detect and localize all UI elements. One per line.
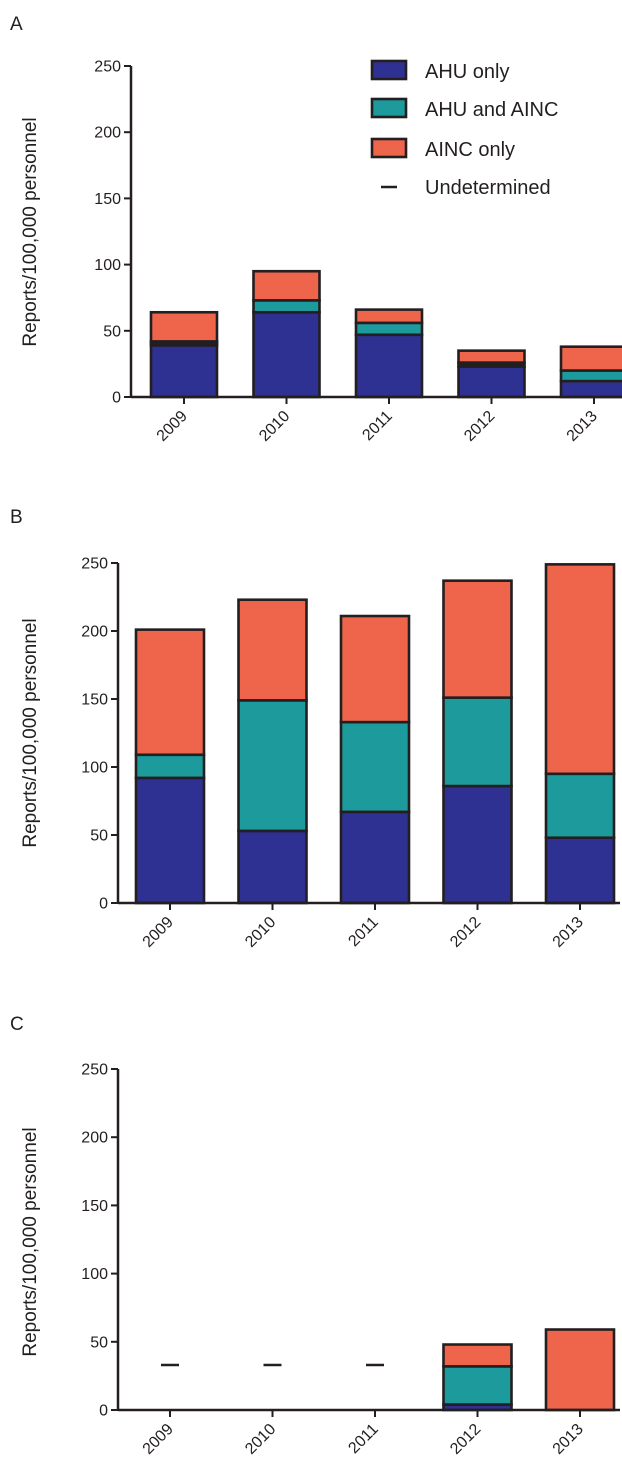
legend-swatch-ainc-only bbox=[370, 137, 408, 159]
panel-c-x-tick-label-2012: 2012 bbox=[447, 1421, 484, 1458]
panel-a-x-tick-label-2009: 2009 bbox=[154, 408, 191, 445]
panel-a-bar-2013-ahu-and-ainc bbox=[559, 369, 622, 383]
panel-a-y-tick-label-150: 150 bbox=[94, 191, 121, 208]
panel-b-bar-2010-ahu-only bbox=[237, 829, 308, 905]
panel-c-y-tick-label-200: 200 bbox=[81, 1130, 108, 1147]
panel-a-bar-2011-ahu-only bbox=[354, 333, 424, 399]
panel-a-x-tick-label-2012: 2012 bbox=[461, 408, 498, 445]
legend-item-ahu-and-ainc: AHU and AINC bbox=[370, 97, 558, 121]
panel-b-bar-2009-ahu-and-ainc bbox=[134, 753, 206, 780]
panel-c-bar-2012-ahu-and-ainc bbox=[442, 1365, 513, 1406]
panel-c-x-tick-label-2011: 2011 bbox=[345, 1421, 381, 1457]
panel-a-bar-2011-ahu-and-ainc bbox=[354, 321, 424, 337]
panel-b-bar-2013-ainc-only bbox=[544, 563, 616, 776]
legend-item-ainc-only: AINC only bbox=[370, 137, 515, 161]
panel-c-y-tick-label-150: 150 bbox=[81, 1198, 108, 1215]
panel-b-y-tick-label-0: 0 bbox=[99, 896, 108, 913]
legend-swatch-ahu-and-ainc bbox=[370, 97, 408, 119]
panel-c-bar-2013-ainc-only bbox=[544, 1328, 616, 1412]
panel-c-x-tick-label-2013: 2013 bbox=[550, 1421, 587, 1458]
panel-a: A Reports/100,000 personnel 2009 2010 2011… bbox=[10, 14, 622, 445]
panel-a-bar-2010-ainc-only bbox=[252, 269, 321, 302]
panel-b-bar-2011-ainc-only bbox=[339, 614, 411, 724]
legend: AHU only AHU and AINC AINC only Undeterm… bbox=[370, 59, 558, 199]
panel-a-y-tick-label-200: 200 bbox=[94, 125, 121, 142]
panel-c: C Reports/100,000 personnel 2009 2010 2011… bbox=[10, 1014, 620, 1458]
panel-b-y-tick-label-150: 150 bbox=[81, 692, 108, 709]
panel-a-bar-2013-ahu-only bbox=[559, 379, 622, 399]
panel-c-x-tick-label-2010: 2010 bbox=[242, 1421, 279, 1458]
panel-a-y-tick-label-50: 50 bbox=[103, 323, 121, 340]
panel-a-y-tick-label-250: 250 bbox=[94, 59, 121, 76]
panel-b-bar-2011-ahu-only bbox=[339, 810, 411, 905]
panel-a-bar-2012-ahu-only bbox=[457, 365, 526, 399]
panel-a-bar-2009-ainc-only bbox=[149, 310, 219, 343]
panel-b-bar-2013-ahu-and-ainc bbox=[544, 772, 616, 840]
panel-a-plot: 2009 2010 2011 2012 2013 0 50 100 150 200 250 bbox=[94, 59, 622, 445]
panel-b-y-tick-label-100: 100 bbox=[81, 760, 108, 777]
panel-b-bar-2010-ainc-only bbox=[237, 598, 308, 702]
legend-label-undetermined: Undetermined bbox=[425, 177, 551, 199]
legend-item-undetermined: Undetermined bbox=[381, 177, 551, 199]
panel-b-bar-2011-ahu-and-ainc bbox=[339, 720, 411, 814]
panel-b-bar-2012-ahu-only bbox=[442, 784, 513, 905]
panel-b-x-tick-label-2009: 2009 bbox=[140, 914, 177, 951]
legend-swatch-ahu-only bbox=[370, 59, 408, 81]
panel-b-y-axis-label: Reports/100,000 personnel bbox=[20, 618, 41, 847]
panel-b-y-tick-label-50: 50 bbox=[90, 828, 108, 845]
panel-a-bar-2013-ainc-only bbox=[559, 345, 622, 372]
legend-label-ainc-only: AINC only bbox=[425, 139, 515, 161]
panel-b-x-tick-label-2011: 2011 bbox=[345, 914, 381, 950]
panel-b-y-tick-label-200: 200 bbox=[81, 624, 108, 641]
panel-c-y-tick-label-250: 250 bbox=[81, 1062, 108, 1079]
panel-c-y-tick-label-50: 50 bbox=[90, 1334, 108, 1351]
legend-label-ahu-and-ainc: AHU and AINC bbox=[425, 99, 558, 121]
panel-b-bar-2009-ainc-only bbox=[134, 628, 206, 757]
panel-b-letter: B bbox=[10, 507, 23, 528]
panel-b-x-tick-label-2010: 2010 bbox=[242, 914, 279, 951]
panel-a-y-tick-label-0: 0 bbox=[112, 390, 121, 407]
legend-item-ahu-only: AHU only bbox=[370, 59, 509, 83]
panel-c-bar-2012-ainc-only bbox=[442, 1343, 513, 1368]
panel-c-x-tick-label-2009: 2009 bbox=[140, 1421, 177, 1458]
panel-a-letter: A bbox=[10, 14, 23, 35]
panel-a-bar-2010-ahu-and-ainc bbox=[252, 299, 321, 314]
panel-b-bar-2012-ahu-and-ainc bbox=[442, 696, 513, 788]
panel-a-x-tick-label-2013: 2013 bbox=[564, 408, 601, 445]
panel-b-x-tick-label-2013: 2013 bbox=[550, 914, 587, 951]
panel-c-y-axis-label: Reports/100,000 personnel bbox=[20, 1127, 41, 1356]
legend-label-ahu-only: AHU only bbox=[425, 61, 509, 83]
panel-b-x-tick-label-2012: 2012 bbox=[447, 914, 484, 951]
panel-c-plot: 2009 2010 2011 2012 2013 0 50 100 150 200 250 bbox=[81, 1062, 620, 1458]
panel-c-y-tick-label-100: 100 bbox=[81, 1266, 108, 1283]
panel-b-bar-2013-ahu-only bbox=[544, 836, 616, 905]
panel-a-x-tick-label-2010: 2010 bbox=[256, 408, 293, 445]
panel-a-y-tick-label-100: 100 bbox=[94, 257, 121, 274]
panel-b-y-tick-label-250: 250 bbox=[81, 556, 108, 573]
panel-c-letter: C bbox=[10, 1014, 24, 1035]
panel-b: B Reports/100,000 personnel 2009 2010 2011… bbox=[10, 507, 620, 951]
panel-c-y-tick-label-0: 0 bbox=[99, 1403, 108, 1420]
panel-b-bar-2009-ahu-only bbox=[134, 776, 206, 905]
panel-a-bar-2009-ahu-only bbox=[149, 344, 219, 399]
panel-a-bar-2011-ainc-only bbox=[354, 308, 424, 325]
panel-a-bar-2012-ainc-only bbox=[457, 349, 526, 364]
panel-a-x-tick-label-2011: 2011 bbox=[359, 408, 395, 444]
panel-b-plot: 2009 2010 2011 2012 2013 0 50 100 150 200 250 bbox=[81, 556, 620, 951]
panel-b-bar-2012-ainc-only bbox=[442, 579, 513, 699]
panel-a-bar-2010-ahu-only bbox=[252, 310, 321, 399]
panel-b-bar-2010-ahu-and-ainc bbox=[237, 699, 308, 833]
panel-a-y-axis-label: Reports/100,000 personnel bbox=[20, 117, 41, 346]
